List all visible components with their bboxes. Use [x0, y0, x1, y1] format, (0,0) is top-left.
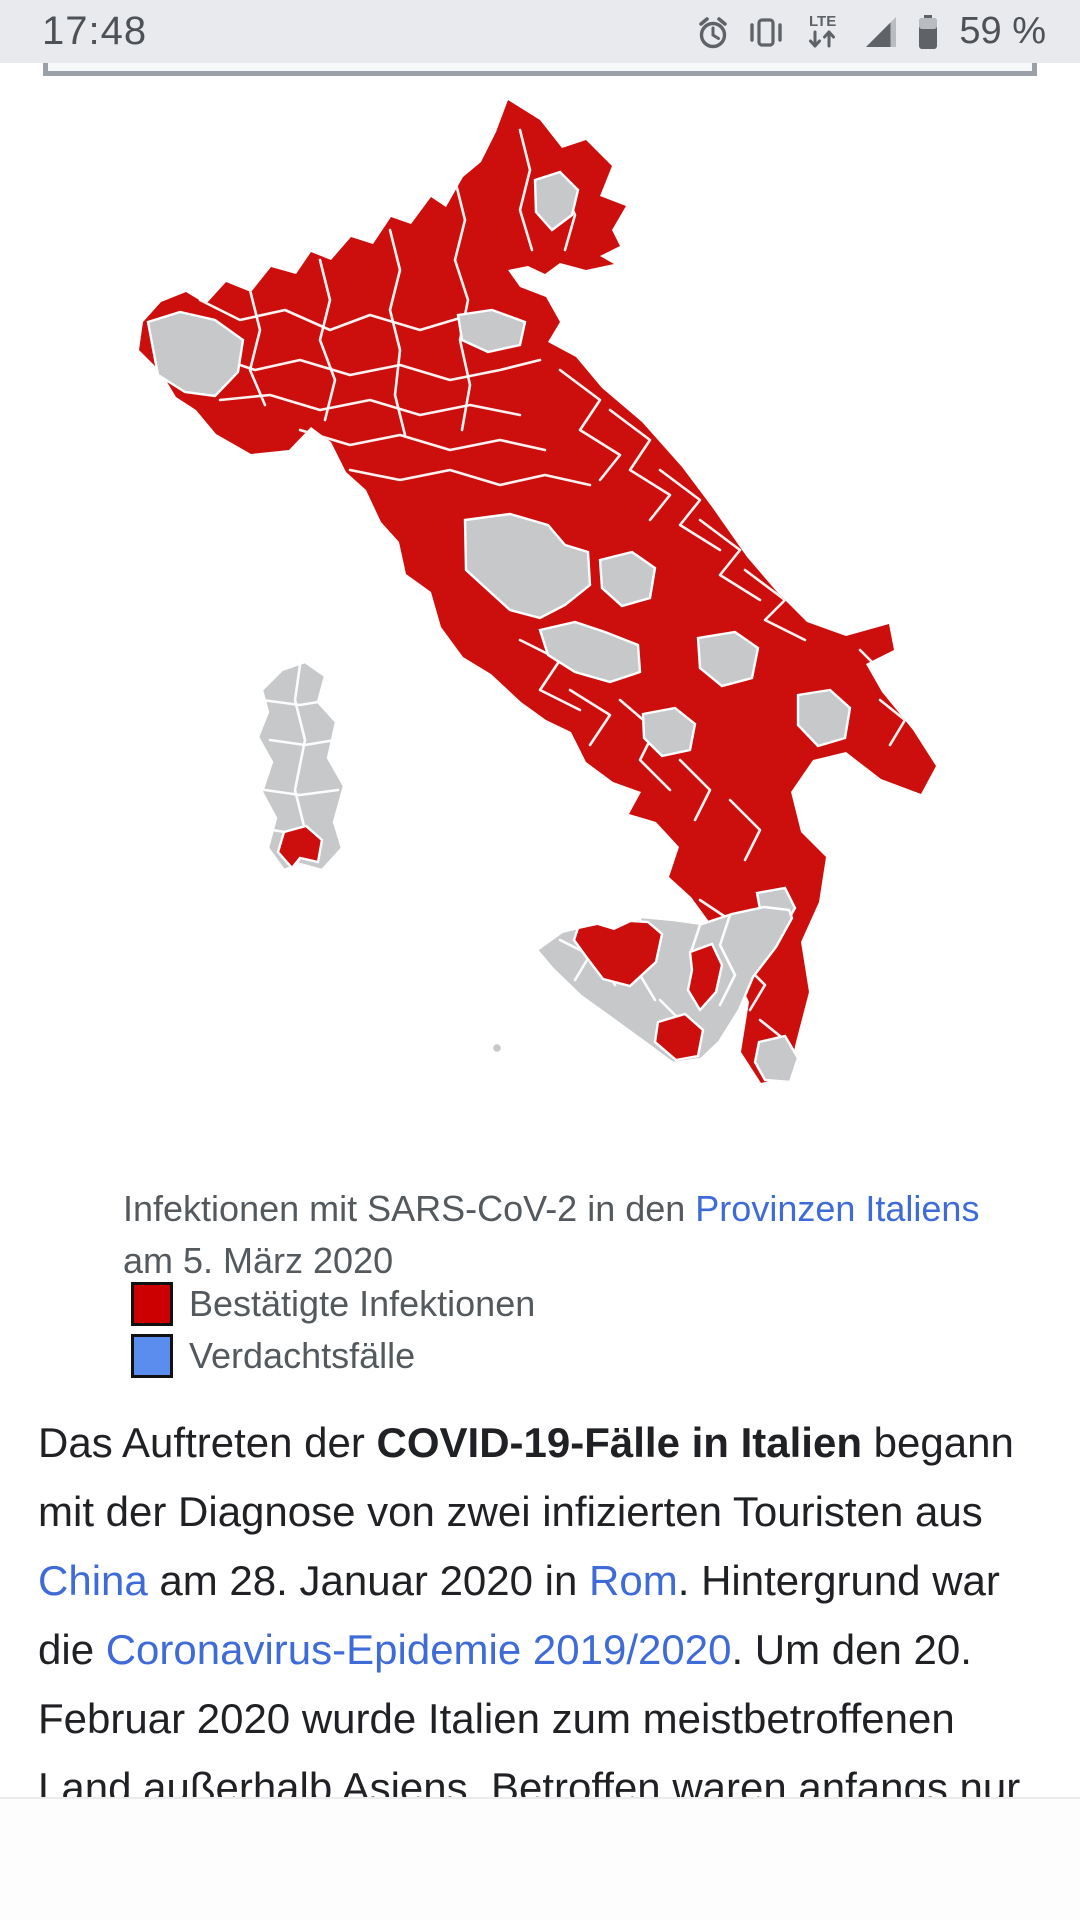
- caption-text: Infektionen mit SARS-CoV-2 in den: [123, 1188, 696, 1229]
- article-span: Das Auftreten der: [38, 1419, 377, 1466]
- article-span: . Hintergrund war: [677, 1557, 1000, 1604]
- article-span: Land außerhalb Asiens. Betroffen waren a…: [38, 1764, 1021, 1797]
- confirmed-label: Bestätigte Infektionen: [189, 1283, 536, 1324]
- caption-date: am 5. März 2020: [123, 1240, 394, 1281]
- map-caption: Infektionen mit SARS-CoV-2 in den Provin…: [123, 1183, 1003, 1287]
- small-island: [404, 508, 412, 516]
- article-span: Februar 2020 wurde Italien zum meistbetr…: [38, 1695, 955, 1742]
- suspected-swatch: [131, 1334, 173, 1378]
- article-span: . Um den 20.: [731, 1626, 972, 1673]
- article-line: Februar 2020 wurde Italien zum meistbetr…: [38, 1684, 1048, 1753]
- article-link[interactable]: China: [38, 1557, 148, 1604]
- article-span: mit der Diagnose von zwei infizierten To…: [38, 1488, 983, 1535]
- article-line: mit der Diagnose von zwei infizierten To…: [38, 1477, 1048, 1546]
- navigation-bar: [0, 1797, 1080, 1920]
- search-box-remnant[interactable]: [43, 63, 1037, 76]
- alarm-icon: [699, 16, 728, 48]
- italy-map-svg: [139, 100, 936, 1084]
- small-island: [490, 1041, 504, 1055]
- status-icons: LTE 59 %: [695, 10, 1046, 53]
- article-line: Land außerhalb Asiens. Betroffen waren a…: [38, 1753, 1048, 1797]
- article-span: die: [38, 1626, 106, 1673]
- article-line: Das Auftreten der COVID-19-Fälle in Ital…: [38, 1408, 1048, 1477]
- suspected-label: Verdachtsfälle: [189, 1335, 416, 1376]
- small-island: [447, 580, 457, 590]
- italy-provinces-map[interactable]: [0, 0, 1080, 1120]
- provinces-link[interactable]: Provinzen Italiens: [695, 1188, 980, 1229]
- vibrate-icon: [750, 17, 783, 47]
- sardinia-borders: [260, 663, 340, 870]
- legend-item-confirmed: Bestätigte Infektionen: [131, 1282, 535, 1326]
- article-span: COVID-19-Fälle in Italien: [376, 1419, 862, 1466]
- legend-item-suspected: Verdachtsfälle: [131, 1334, 535, 1378]
- signal-icon: [866, 16, 897, 47]
- clock-time: 17:48: [42, 9, 148, 53]
- province-borders: [158, 128, 907, 1042]
- confirmed-swatch: [131, 1282, 173, 1326]
- map-legend: Bestätigte Infektionen Verdachtsfälle: [131, 1282, 535, 1386]
- article-link[interactable]: Coronavirus-Epidemie 2019/2020: [105, 1626, 732, 1673]
- status-bar: 17:48 LTE: [0, 0, 1080, 63]
- article-text: Das Auftreten der COVID-19-Fälle in Ital…: [38, 1408, 1048, 1797]
- article-line: die Coronavirus-Epidemie 2019/2020. Um d…: [38, 1615, 1048, 1684]
- svg-text:LTE: LTE: [809, 13, 836, 30]
- battery-percent: 59 %: [959, 10, 1046, 52]
- article-span: am 28. Januar 2020 in: [147, 1557, 590, 1604]
- article-span: begann: [861, 1419, 1014, 1466]
- gray-provinces: [146, 170, 852, 1084]
- article-line: China am 28. Januar 2020 in Rom. Hinterg…: [38, 1546, 1048, 1615]
- battery-icon: [919, 14, 938, 49]
- lte-icon: LTE: [809, 13, 837, 47]
- sicily-provinces: [558, 913, 737, 1062]
- article-link[interactable]: Rom: [589, 1557, 678, 1604]
